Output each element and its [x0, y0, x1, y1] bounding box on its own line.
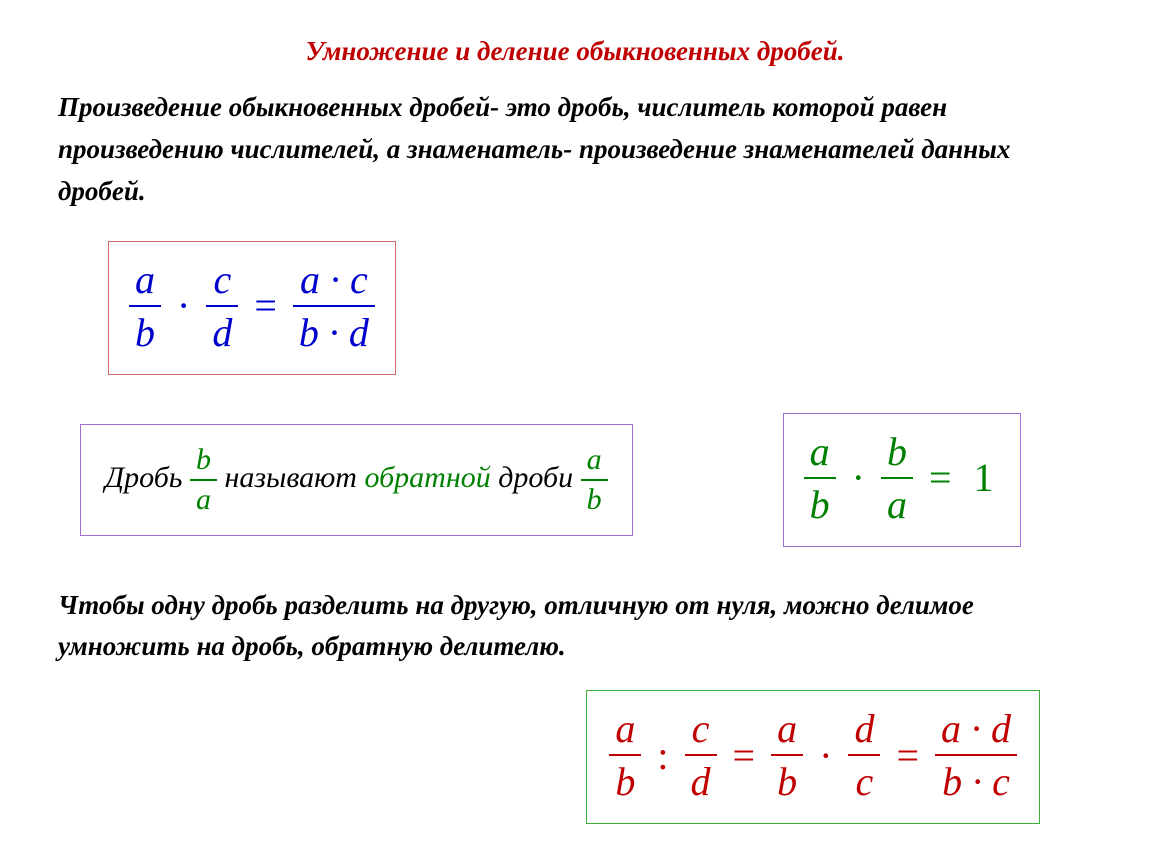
numerator: b	[190, 443, 217, 479]
denominator: a	[190, 479, 217, 517]
denominator: b	[129, 305, 161, 356]
frac-1: a b	[609, 705, 641, 805]
numerator: a	[129, 256, 161, 305]
text-part: называют	[224, 460, 364, 493]
frac-2: b a	[881, 428, 913, 528]
numerator: a	[771, 705, 803, 754]
formula-division-wrap: a b : c d = a b · d c = a · d b · c	[50, 690, 1100, 824]
numerator: a	[804, 428, 836, 477]
numerator: a	[581, 443, 608, 479]
numerator: c	[206, 256, 238, 305]
denominator: b · c	[935, 754, 1017, 805]
denominator: c	[848, 754, 880, 805]
frac-4: d c	[848, 705, 880, 805]
denominator: b	[771, 754, 803, 805]
rule-division: Чтобы одну дробь разделить на другую, от…	[58, 585, 1048, 669]
denominator: a	[881, 477, 913, 528]
numerator: c	[685, 705, 717, 754]
equals-sign: =	[890, 732, 925, 779]
formula-multiplication-box: a b · c d = a · c b · d	[108, 241, 396, 375]
equals-sign: =	[923, 454, 958, 501]
dot-operator: ·	[171, 282, 196, 329]
text-part: дроби	[498, 460, 580, 493]
denominator: d	[685, 754, 717, 805]
denominator: b	[581, 479, 608, 517]
frac-b-over-a: b a	[190, 443, 217, 517]
denominator: b	[609, 754, 641, 805]
frac-1: a b	[804, 428, 836, 528]
denominator: b	[804, 477, 836, 528]
numerator: b	[881, 428, 913, 477]
numerator: a · c	[293, 256, 375, 305]
reciprocal-definition-box: Дробь b a называют обратной дроби a b	[80, 424, 633, 536]
frac-1: a b	[129, 256, 161, 356]
denominator: d	[206, 305, 238, 356]
keyword-reciprocal: обратной	[364, 460, 490, 493]
equals-sign: =	[727, 732, 762, 779]
frac-2: c d	[685, 705, 717, 805]
numerator: a · d	[935, 705, 1017, 754]
frac-result: a · c b · d	[293, 256, 375, 356]
denominator: b · d	[293, 305, 375, 356]
frac-2: c d	[206, 256, 238, 356]
frac-result: a · d b · c	[935, 705, 1017, 805]
divide-operator: :	[651, 732, 674, 779]
rule-multiplication: Произведение обыкновенных дробей- это др…	[58, 87, 1048, 213]
numerator: d	[848, 705, 880, 754]
page-title: Умножение и деление обыкновенных дробей.	[125, 36, 1025, 67]
dot-operator: ·	[846, 454, 871, 501]
frac-3: a b	[771, 705, 803, 805]
numerator: a	[609, 705, 641, 754]
rhs-one: 1	[968, 454, 1000, 501]
reciprocal-row: Дробь b a называют обратной дроби a b a …	[80, 413, 1100, 547]
dot-operator: ·	[813, 732, 838, 779]
equals-sign: =	[248, 282, 283, 329]
formula-division-box: a b : c d = a b · d c = a · d b · c	[586, 690, 1040, 824]
text-part: Дробь	[105, 460, 190, 493]
frac-a-over-b: a b	[581, 443, 608, 517]
reciprocal-product-box: a b · b a = 1	[783, 413, 1021, 547]
